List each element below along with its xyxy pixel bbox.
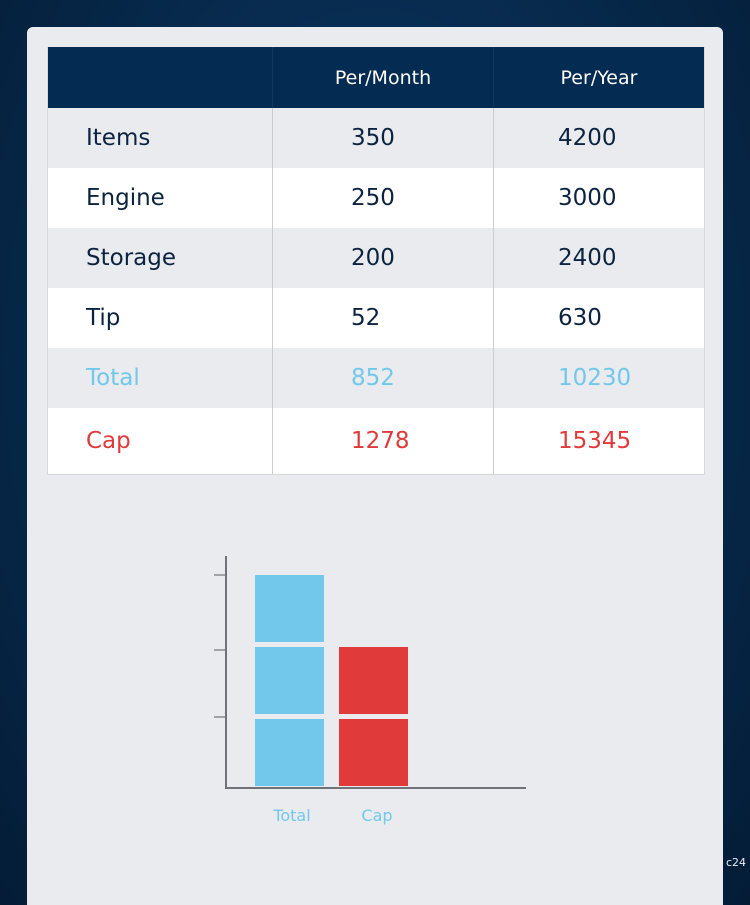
row-label: Cap [86, 428, 131, 454]
table-row: Storage 200 2400 [48, 228, 704, 288]
x-tick-label-total: Total [272, 806, 310, 825]
row-per-month: 250 [272, 168, 493, 228]
row-per-year: 2400 [493, 228, 704, 288]
stacked-block-chart: Total Cap [214, 556, 526, 825]
bar-block-cap [339, 719, 408, 786]
row-per-month: 1278 [272, 408, 493, 474]
row-per-month: 852 [272, 348, 493, 408]
table-row: Items 350 4200 [48, 108, 704, 168]
table-row: Engine 250 3000 [48, 168, 704, 228]
bars-group [255, 575, 408, 786]
row-per-year: 10230 [493, 348, 704, 408]
row-per-month: 52 [272, 288, 493, 348]
header-per-year: Per/Year [493, 47, 704, 108]
header-per-month: Per/Month [272, 47, 493, 108]
row-per-year: 630 [493, 288, 704, 348]
bar-block-total [255, 647, 324, 714]
bar-block-total [255, 575, 324, 642]
total-row: Total 852 10230 [48, 348, 704, 408]
bar-block-total [255, 719, 324, 786]
row-per-month: 350 [272, 108, 493, 168]
x-tick-label-cap: Cap [361, 806, 392, 825]
row-label: Items [86, 125, 151, 151]
row-per-year: 15345 [493, 408, 704, 474]
bar-block-cap [339, 647, 408, 714]
row-label: Storage [86, 245, 176, 271]
row-per-year: 4200 [493, 108, 704, 168]
row-per-year: 3000 [493, 168, 704, 228]
row-label: Total [86, 365, 140, 391]
row-label: Engine [86, 185, 165, 211]
row-per-month: 200 [272, 228, 493, 288]
cost-table: Per/Month Per/Year Items 350 4200 Engine… [47, 47, 705, 475]
footer-code: c24 [725, 856, 746, 869]
content-panel: Per/Month Per/Year Items 350 4200 Engine… [27, 27, 723, 905]
table-header: Per/Month Per/Year [48, 47, 704, 108]
row-label: Tip [86, 305, 121, 331]
cap-row: Cap 1278 15345 [48, 408, 704, 474]
table-row: Tip 52 630 [48, 288, 704, 348]
